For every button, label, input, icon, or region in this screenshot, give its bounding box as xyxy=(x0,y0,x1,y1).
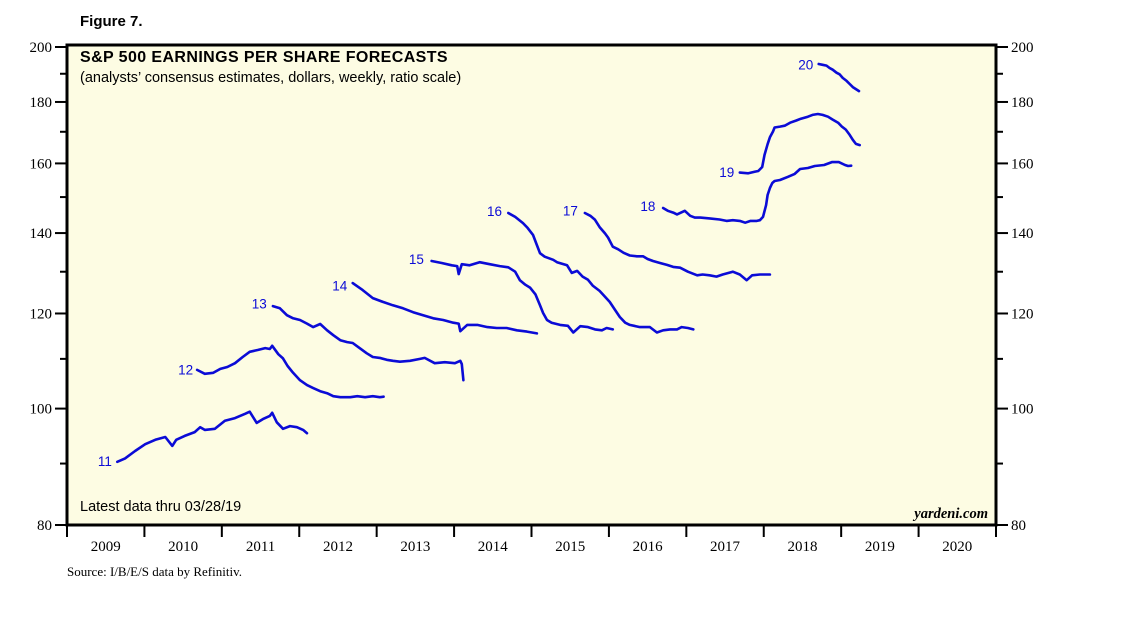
y-axis-label-left: 140 xyxy=(30,226,53,242)
y-axis-label-left: 80 xyxy=(37,518,52,534)
plot-area xyxy=(65,43,998,527)
x-axis-label: 2013 xyxy=(400,539,430,555)
y-axis-label-left: 120 xyxy=(30,306,53,322)
series-label-11: 11 xyxy=(98,454,112,469)
x-axis-label: 2009 xyxy=(91,539,121,555)
forecast-line-18 xyxy=(661,160,853,224)
series-label-12: 12 xyxy=(178,362,193,377)
x-axis-label: 2015 xyxy=(555,539,585,555)
y-axis-label-right: 100 xyxy=(1011,402,1034,418)
series-label-19: 19 xyxy=(719,165,734,180)
forecast-line-16 xyxy=(506,211,695,334)
forecast-line-13 xyxy=(271,304,465,382)
x-axis-label: 2018 xyxy=(787,539,817,555)
y-axis-label-left: 200 xyxy=(30,40,53,56)
x-axis-label: 2019 xyxy=(865,539,895,555)
x-axis-label: 2011 xyxy=(246,539,275,555)
x-axis-label: 2010 xyxy=(168,539,198,555)
x-axis-label: 2020 xyxy=(942,539,972,555)
forecast-line-19 xyxy=(738,112,862,175)
yardeni-watermark: yardeni.com xyxy=(914,506,988,522)
y-axis-label-left: 100 xyxy=(30,402,53,418)
y-axis-label-right: 80 xyxy=(1011,518,1026,534)
forecast-line-12 xyxy=(195,344,385,399)
forecast-line-11 xyxy=(116,410,309,464)
latest-data-note: Latest data thru 03/28/19 xyxy=(80,499,242,515)
x-axis-label: 2014 xyxy=(478,539,509,555)
x-axis-label: 2016 xyxy=(633,539,664,555)
figure-label: Figure 7. xyxy=(80,13,143,30)
y-axis-label-right: 140 xyxy=(1011,226,1034,242)
series-label-16: 16 xyxy=(487,204,502,219)
forecast-line-20 xyxy=(817,62,861,93)
y-axis-label-left: 160 xyxy=(30,156,53,172)
forecast-line-17 xyxy=(583,211,772,282)
x-axis-label: 2017 xyxy=(710,539,741,555)
y-axis-label-right: 120 xyxy=(1011,306,1034,322)
series-label-13: 13 xyxy=(252,297,267,312)
y-axis-label-right: 180 xyxy=(1011,95,1034,111)
series-label-14: 14 xyxy=(332,279,348,294)
chart-subtitle: (analysts’ consensus estimates, dollars,… xyxy=(80,70,462,86)
series-label-15: 15 xyxy=(409,252,424,267)
x-axis-label: 2012 xyxy=(323,539,353,555)
series-label-17: 17 xyxy=(563,203,578,218)
y-axis-label-right: 160 xyxy=(1011,156,1034,172)
series-label-18: 18 xyxy=(640,199,655,214)
series-label-20: 20 xyxy=(798,58,813,73)
y-axis-label-right: 200 xyxy=(1011,40,1034,56)
y-axis-label-left: 180 xyxy=(30,95,53,111)
forecast-line-14 xyxy=(351,281,539,335)
source-note: Source: I/B/E/S data by Refinitiv. xyxy=(67,564,242,579)
forecast-line-15 xyxy=(430,259,615,334)
chart-title: S&P 500 EARNINGS PER SHARE FORECASTS xyxy=(80,49,448,66)
